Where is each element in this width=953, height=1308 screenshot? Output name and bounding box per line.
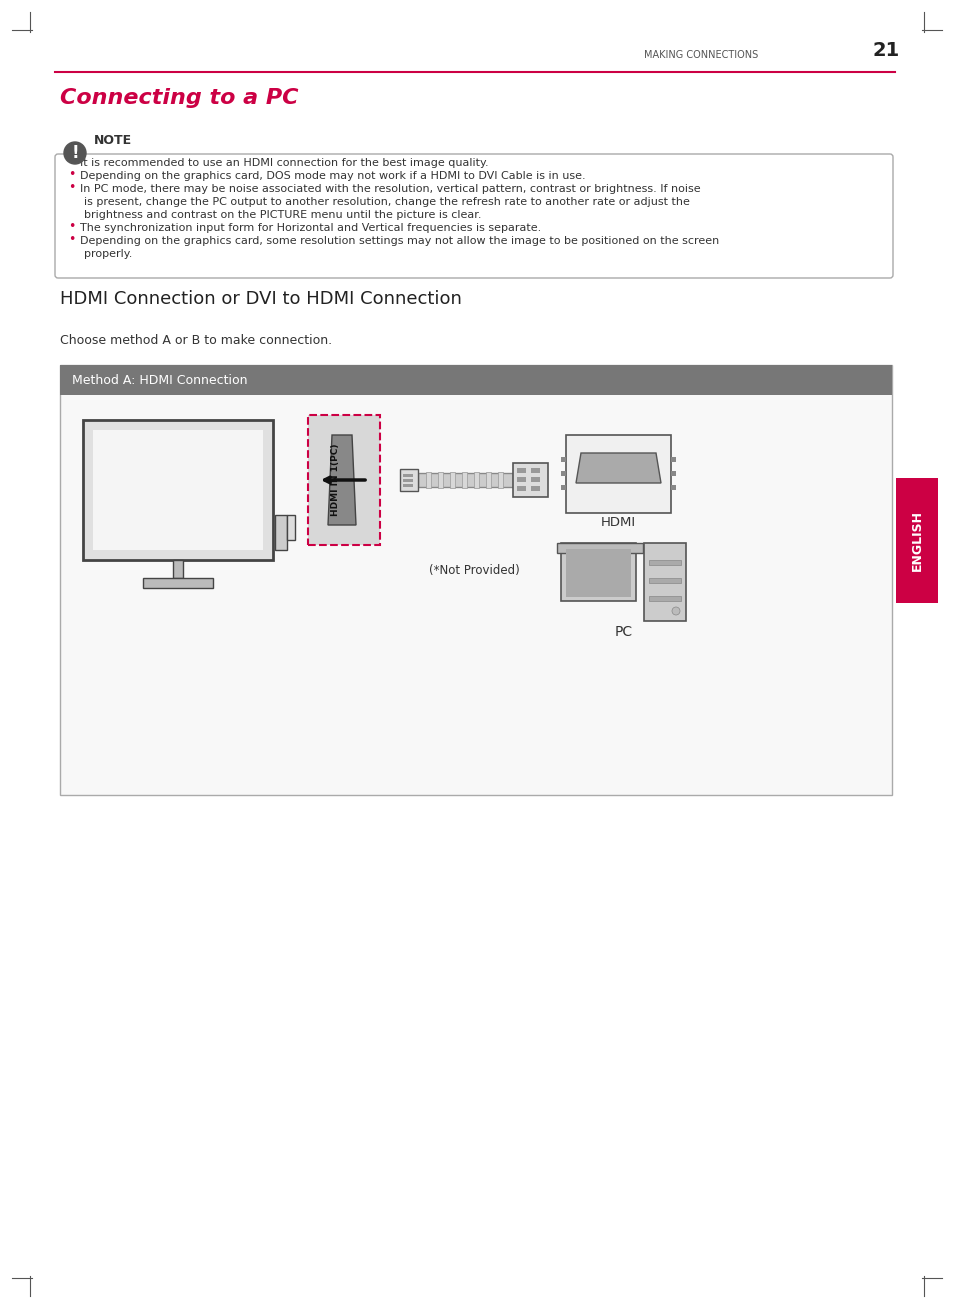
Text: PC: PC bbox=[614, 625, 632, 640]
Bar bbox=[565, 549, 630, 596]
Bar bbox=[92, 430, 263, 549]
Bar bbox=[648, 578, 680, 583]
Bar bbox=[172, 560, 183, 578]
Bar bbox=[517, 477, 525, 483]
Bar bbox=[557, 543, 642, 553]
Bar bbox=[474, 472, 478, 488]
Bar bbox=[60, 365, 891, 395]
Text: Connecting to a PC: Connecting to a PC bbox=[60, 88, 298, 109]
Bar bbox=[402, 473, 413, 477]
Bar bbox=[560, 485, 565, 490]
Bar bbox=[565, 436, 670, 513]
Text: •: • bbox=[68, 181, 75, 194]
Text: !: ! bbox=[71, 144, 79, 162]
Text: •: • bbox=[68, 220, 75, 233]
Text: •: • bbox=[68, 167, 75, 181]
Bar bbox=[531, 468, 539, 473]
Bar bbox=[895, 477, 937, 603]
Bar bbox=[517, 468, 525, 473]
Bar bbox=[417, 473, 513, 487]
Text: (*Not Provided): (*Not Provided) bbox=[428, 564, 518, 577]
Bar bbox=[513, 463, 547, 497]
Bar bbox=[426, 472, 431, 488]
Bar bbox=[437, 472, 442, 488]
Text: HDMI: HDMI bbox=[600, 515, 636, 528]
Text: •: • bbox=[68, 233, 75, 246]
Bar bbox=[399, 470, 417, 490]
FancyBboxPatch shape bbox=[55, 154, 892, 279]
Text: Method A: HDMI Connection: Method A: HDMI Connection bbox=[71, 374, 247, 386]
Bar bbox=[670, 456, 676, 462]
Text: 21: 21 bbox=[872, 41, 899, 60]
Text: MAKING CONNECTIONS: MAKING CONNECTIONS bbox=[643, 50, 758, 60]
Bar bbox=[517, 487, 525, 490]
Bar bbox=[670, 471, 676, 476]
Bar bbox=[461, 472, 467, 488]
Bar bbox=[402, 484, 413, 487]
Text: ENGLISH: ENGLISH bbox=[909, 510, 923, 572]
Bar bbox=[531, 487, 539, 490]
Bar bbox=[287, 515, 294, 540]
Polygon shape bbox=[328, 436, 355, 525]
Bar bbox=[670, 485, 676, 490]
Bar bbox=[83, 420, 273, 560]
Circle shape bbox=[64, 143, 86, 164]
Text: is present, change the PC output to another resolution, change the refresh rate : is present, change the PC output to anot… bbox=[84, 198, 689, 207]
Text: Choose method A or B to make connection.: Choose method A or B to make connection. bbox=[60, 334, 332, 347]
Bar bbox=[485, 472, 491, 488]
Text: NOTE: NOTE bbox=[94, 133, 132, 146]
Text: Depending on the graphics card, some resolution settings may not allow the image: Depending on the graphics card, some res… bbox=[80, 235, 719, 246]
Bar bbox=[648, 596, 680, 600]
Bar bbox=[308, 415, 379, 545]
Text: It is recommended to use an HDMI connection for the best image quality.: It is recommended to use an HDMI connect… bbox=[80, 158, 488, 167]
Circle shape bbox=[671, 607, 679, 615]
Text: HDMI Connection or DVI to HDMI Connection: HDMI Connection or DVI to HDMI Connectio… bbox=[60, 290, 461, 307]
Bar bbox=[560, 471, 565, 476]
Text: properly.: properly. bbox=[84, 249, 132, 259]
Bar bbox=[643, 543, 685, 621]
Text: The synchronization input form for Horizontal and Vertical frequencies is separa: The synchronization input form for Horiz… bbox=[80, 222, 540, 233]
Bar bbox=[60, 365, 891, 795]
Text: Depending on the graphics card, DOS mode may not work if a HDMI to DVI Cable is : Depending on the graphics card, DOS mode… bbox=[80, 171, 585, 181]
Text: HDMI IN 1(PC): HDMI IN 1(PC) bbox=[331, 443, 340, 517]
Bar bbox=[560, 456, 565, 462]
Bar bbox=[450, 472, 455, 488]
Bar bbox=[274, 515, 287, 549]
Bar bbox=[648, 560, 680, 565]
Bar bbox=[497, 472, 502, 488]
Polygon shape bbox=[576, 453, 660, 483]
Text: In PC mode, there may be noise associated with the resolution, vertical pattern,: In PC mode, there may be noise associate… bbox=[80, 184, 700, 194]
Bar bbox=[560, 543, 636, 600]
Text: brightness and contrast on the PICTURE menu until the picture is clear.: brightness and contrast on the PICTURE m… bbox=[84, 211, 481, 220]
Bar bbox=[143, 578, 213, 589]
Bar bbox=[531, 477, 539, 483]
Text: •: • bbox=[68, 156, 75, 167]
Bar bbox=[308, 415, 379, 545]
Bar bbox=[402, 479, 413, 483]
